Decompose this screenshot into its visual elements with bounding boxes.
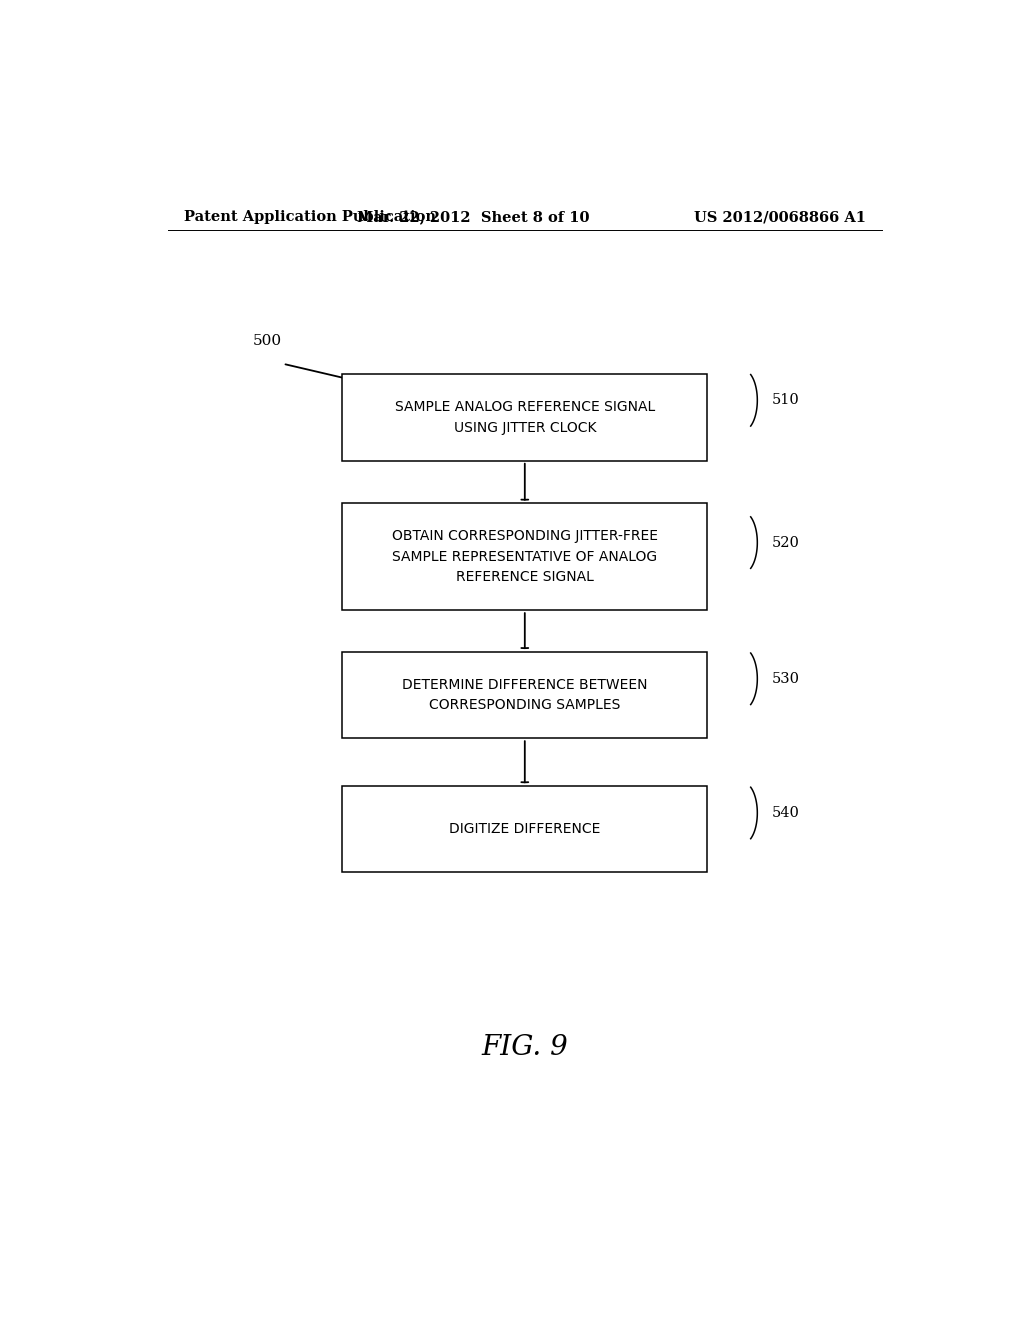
Text: 500: 500 — [252, 334, 282, 348]
Bar — [342, 785, 708, 873]
Text: Patent Application Publication: Patent Application Publication — [183, 210, 435, 224]
Text: US 2012/0068866 A1: US 2012/0068866 A1 — [694, 210, 866, 224]
Text: OBTAIN CORRESPONDING JITTER-FREE
SAMPLE REPRESENTATIVE OF ANALOG
REFERENCE SIGNA: OBTAIN CORRESPONDING JITTER-FREE SAMPLE … — [392, 529, 657, 585]
Text: DETERMINE DIFFERENCE BETWEEN
CORRESPONDING SAMPLES: DETERMINE DIFFERENCE BETWEEN CORRESPONDI… — [402, 677, 647, 713]
Bar — [342, 375, 708, 461]
Text: DIGITIZE DIFFERENCE: DIGITIZE DIFFERENCE — [450, 822, 600, 837]
Text: 510: 510 — [772, 393, 800, 408]
Text: SAMPLE ANALOG REFERENCE SIGNAL
USING JITTER CLOCK: SAMPLE ANALOG REFERENCE SIGNAL USING JIT… — [394, 400, 655, 434]
Text: FIG. 9: FIG. 9 — [481, 1035, 568, 1061]
Text: 520: 520 — [772, 536, 800, 549]
Text: Mar. 22, 2012  Sheet 8 of 10: Mar. 22, 2012 Sheet 8 of 10 — [357, 210, 590, 224]
Bar — [342, 652, 708, 738]
Text: 540: 540 — [772, 807, 800, 820]
Text: 530: 530 — [772, 672, 800, 686]
Bar — [342, 503, 708, 610]
